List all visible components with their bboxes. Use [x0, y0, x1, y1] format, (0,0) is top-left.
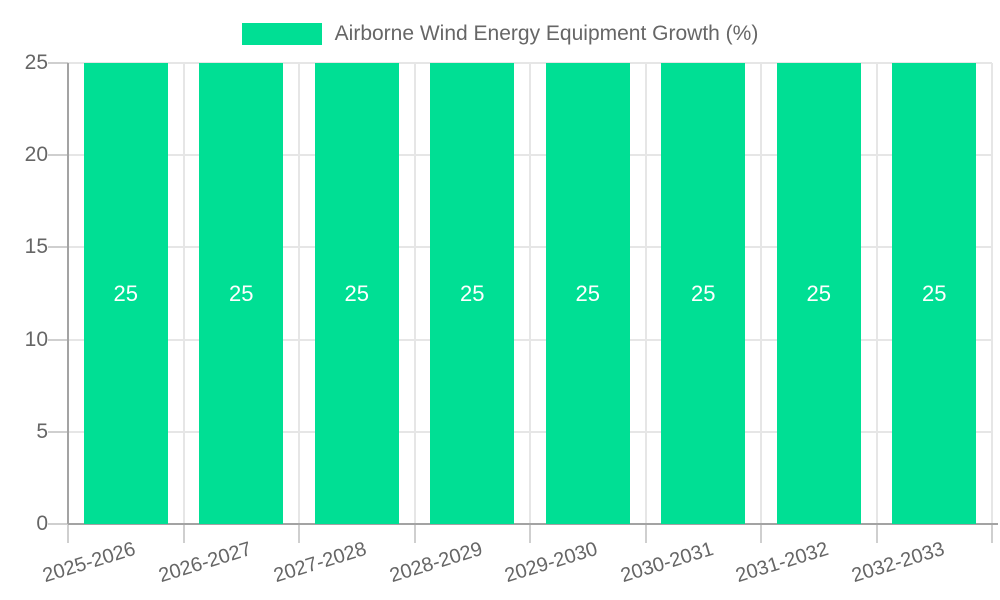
- y-axis-label: 15: [24, 235, 48, 259]
- legend-item[interactable]: Airborne Wind Energy Equipment Growth (%…: [241, 21, 759, 47]
- x-axis-label: 2029-2030: [502, 538, 601, 588]
- x-axis-label: 2027-2028: [271, 538, 370, 588]
- chart-legend: Airborne Wind Energy Equipment Growth (%…: [0, 21, 1000, 47]
- bar-data-label: 25: [344, 280, 369, 306]
- x-axis-tick: [644, 524, 647, 543]
- x-axis-tick: [760, 524, 762, 543]
- x-gridline: [644, 63, 647, 524]
- bar-data-label: 25: [806, 280, 831, 306]
- bar[interactable]: 25: [83, 63, 168, 524]
- x-axis-label: 2032-2033: [848, 538, 947, 588]
- bar-data-label: 25: [460, 280, 485, 306]
- x-axis-label: 2030-2031: [617, 538, 716, 588]
- y-axis-tick: [48, 62, 68, 64]
- x-axis-tick: [67, 524, 69, 543]
- x-gridline: [298, 63, 300, 524]
- x-axis-tick: [529, 524, 531, 543]
- y-axis-tick: [48, 338, 68, 341]
- bar[interactable]: 25: [892, 63, 977, 524]
- y-axis-tick: [48, 246, 68, 249]
- bar-data-label: 25: [229, 280, 254, 306]
- bar[interactable]: 25: [430, 63, 515, 524]
- y-axis-tick: [48, 430, 68, 433]
- bar-data-label: 25: [575, 280, 600, 306]
- bar[interactable]: 25: [661, 63, 746, 524]
- legend-series-label: Airborne Wind Energy Equipment Growth (%…: [334, 22, 759, 45]
- x-gridline: [413, 63, 416, 524]
- bar[interactable]: 25: [314, 63, 399, 524]
- x-axis-label: 2031-2032: [733, 538, 832, 588]
- bar[interactable]: 25: [776, 63, 861, 524]
- bar-data-label: 25: [922, 280, 947, 306]
- y-axis-line: [67, 63, 69, 524]
- x-gridline: [760, 63, 762, 524]
- bar[interactable]: 25: [545, 63, 630, 524]
- y-axis-label: 10: [24, 327, 48, 351]
- y-axis-label: 5: [36, 419, 48, 443]
- x-gridline: [182, 63, 185, 524]
- x-axis-label: 2028-2029: [386, 538, 485, 588]
- x-gridline: [991, 63, 993, 524]
- x-axis-tick: [182, 524, 185, 543]
- bar-data-label: 25: [691, 280, 716, 306]
- x-axis-tick: [875, 524, 878, 543]
- legend-swatch-icon: [241, 23, 322, 45]
- x-axis-tick: [298, 524, 300, 543]
- x-axis-label: 2026-2027: [155, 538, 254, 588]
- x-axis-tick: [413, 524, 416, 543]
- x-axis-line: [68, 523, 998, 525]
- bar-data-label: 25: [113, 280, 138, 306]
- y-axis-tick: [48, 154, 68, 157]
- y-axis-tick: [48, 523, 68, 525]
- y-axis-label: 0: [36, 512, 48, 535]
- bar[interactable]: 25: [199, 63, 284, 524]
- x-gridline: [529, 63, 531, 524]
- x-axis-tick: [991, 524, 993, 543]
- x-gridline: [875, 63, 878, 524]
- y-axis-label: 25: [24, 51, 48, 74]
- x-axis-label: 2025-2026: [40, 538, 139, 588]
- y-axis-label: 20: [24, 143, 48, 167]
